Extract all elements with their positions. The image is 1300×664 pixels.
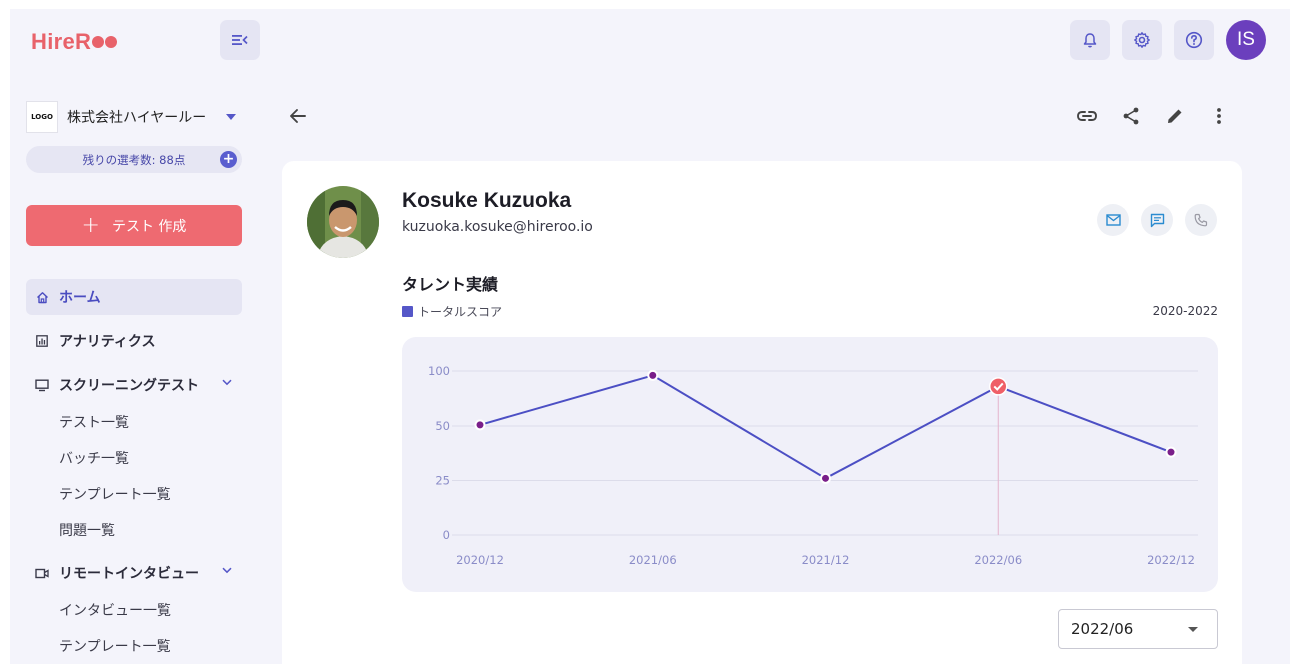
logo-text: HireR [31,29,92,54]
call-button[interactable] [1185,204,1217,236]
more-options-button[interactable] [1208,105,1230,127]
candidate-email: kuzuoka.kosuke@hireroo.io [402,219,593,235]
data-point [820,472,831,484]
menu-collapse-icon [232,35,248,45]
pencil-icon [1168,109,1182,123]
series-line [479,374,1172,480]
data-point [1165,446,1177,458]
chat-icon [1150,213,1164,227]
app-window: HireR IS LOGO 株式会社ハイヤールー [10,9,1290,664]
sidebar-item-analytics[interactable]: アナリティクス [26,323,242,359]
sidebar-item-remote-interview[interactable]: リモートインタビュー [26,555,242,591]
edit-button[interactable] [1164,105,1186,127]
x-tick-label: 2022/12 [1147,553,1195,567]
monitor-icon [35,378,49,392]
chevron-down-icon[interactable] [222,379,232,386]
notifications-button[interactable] [1070,20,1110,60]
create-test-button[interactable]: + テスト 作成 [26,205,242,246]
legend-label: トータルスコア [418,305,503,319]
video-icon [35,566,49,580]
talent-profile-card: Kosuke Kuzuoka kuzuoka.kosuke@hireroo.io… [282,161,1242,664]
copy-link-button[interactable] [1076,105,1098,127]
back-button[interactable] [287,105,309,131]
y-tick-label: 50 [435,419,450,433]
hireroo-logo[interactable]: HireR [31,29,118,55]
check-icon [993,382,1004,391]
x-tick-label: 2020/12 [456,553,504,567]
period-range: 2020-2022 [1152,304,1218,318]
sidebar-item-screening-test[interactable]: スクリーニングテスト [26,367,242,403]
score-line-chart: 0 25 50 100 2020/12 2021/06 2021/12 2022/06 2022… [428,364,1198,567]
period-select[interactable]: 2022/06 [1058,609,1218,649]
x-tick-label: 2021/06 [629,553,677,567]
chart-legend: トータルスコア [402,303,502,320]
logo-dots [92,36,118,48]
mail-icon [1105,214,1121,226]
highlight-point [989,377,1008,396]
score-chart: 0 25 50 100 2020/12 2021/06 2021/12 2022/06 2022… [402,337,1218,592]
bell-icon [1083,32,1097,48]
plus-icon: + [81,212,100,238]
user-initials: IS [1237,29,1255,50]
caret-down-icon [1188,627,1198,632]
settings-button[interactable] [1122,20,1162,60]
user-avatar[interactable]: IS [1226,20,1266,60]
home-icon [35,290,49,304]
y-tick-label: 25 [435,474,450,488]
share-icon [1123,107,1139,125]
org-logo: LOGO [26,101,58,133]
period-select-value: 2022/06 [1071,620,1134,638]
chevron-down-icon[interactable] [222,567,232,574]
remaining-selections-text: 残りの選考数: 88点 [82,152,186,167]
sidebar-subitem-interview-list[interactable]: インタビュー一覧 [59,603,171,619]
collapse-sidebar-button[interactable] [220,20,260,60]
sidebar-subitem-question-list[interactable]: 問題一覧 [59,523,115,539]
legend-swatch [402,306,413,317]
sidebar-item-label: スクリーニングテスト [59,378,199,394]
x-tick-label: 2022/06 [974,553,1022,567]
y-tick-label: 0 [443,528,450,542]
talent-section-title: タレント実績 [402,275,499,294]
send-message-button[interactable] [1141,204,1173,236]
sidebar-subitem-interview-template-list[interactable]: テンプレート一覧 [59,639,171,655]
sidebar-subitem-template-list[interactable]: テンプレート一覧 [59,487,171,503]
add-selections-button[interactable]: + [220,151,237,168]
help-icon [1185,31,1203,49]
sidebar-subitem-test-list[interactable]: テスト一覧 [59,415,129,431]
sidebar-item-label: ホーム [59,290,101,306]
create-test-label: テスト 作成 [111,218,187,235]
profile-photo [307,186,379,258]
analytics-icon [35,334,49,348]
caret-down-icon [226,114,236,120]
link-icon [1077,111,1097,121]
help-button[interactable] [1174,20,1214,60]
send-email-button[interactable] [1097,204,1129,236]
sidebar-item-label: アナリティクス [59,334,156,350]
sidebar-subitem-batch-list[interactable]: バッチ一覧 [59,451,129,467]
org-switcher[interactable]: LOGO 株式会社ハイヤールー [26,101,242,133]
phone-icon [1194,213,1208,227]
data-point [474,419,486,431]
y-tick-label: 100 [428,364,450,378]
share-button[interactable] [1120,105,1142,127]
gear-icon [1134,32,1150,48]
sidebar-item-home[interactable]: ホーム [26,279,242,315]
sidebar-item-label: リモートインタビュー [59,566,199,582]
more-vertical-icon [1217,108,1221,124]
x-tick-label: 2021/12 [802,553,850,567]
org-name: 株式会社ハイヤールー [67,110,207,126]
candidate-name: Kosuke Kuzuoka [402,189,572,212]
data-point [647,369,659,381]
remaining-selections-badge: 残りの選考数: 88点 + [26,146,242,173]
arrow-left-icon [290,109,306,123]
